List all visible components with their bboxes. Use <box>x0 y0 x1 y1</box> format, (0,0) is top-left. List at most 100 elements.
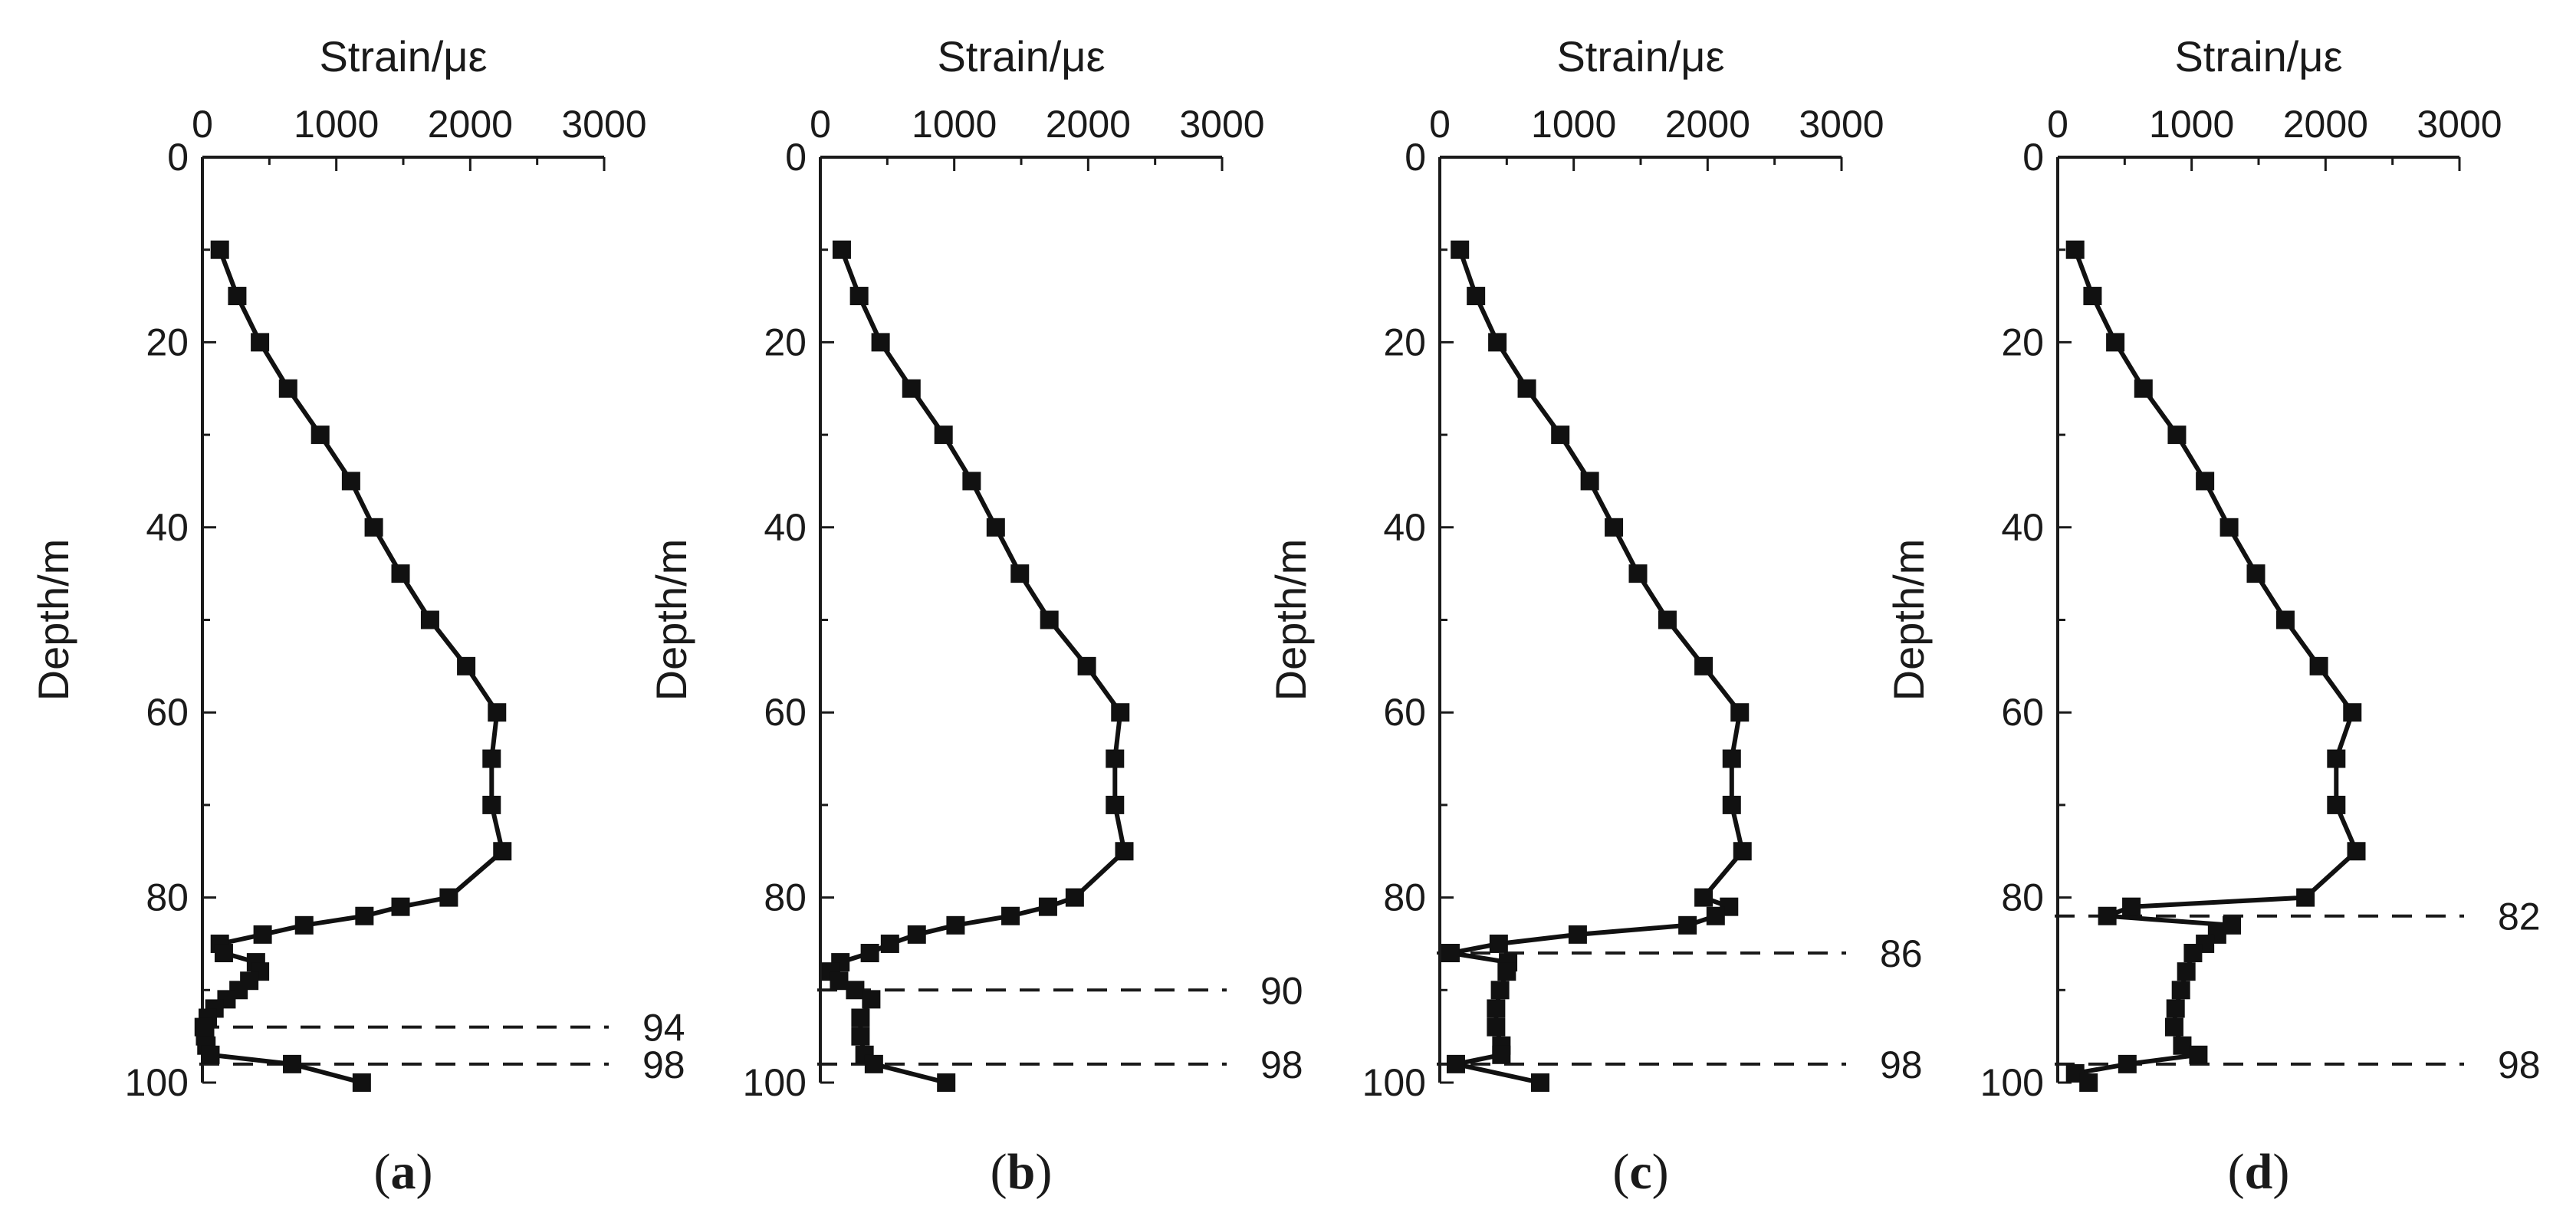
x-tick-label: 2000 <box>1665 103 1750 146</box>
data-point <box>2083 287 2102 306</box>
data-point <box>862 990 881 1009</box>
data-point <box>2220 518 2239 537</box>
data-point <box>907 925 926 944</box>
data-point <box>1111 703 1130 722</box>
data-point <box>1628 564 1648 583</box>
y-tick-label: 60 <box>1383 691 1426 734</box>
data-point <box>1497 962 1516 981</box>
y-tick-label: 60 <box>146 691 189 734</box>
data-point <box>482 749 501 768</box>
y-tick-label: 100 <box>125 1061 189 1104</box>
y-tick-label: 40 <box>146 506 189 549</box>
y-axis-title: Depth/m <box>29 539 77 702</box>
data-point <box>962 472 981 491</box>
data-point <box>986 518 1005 537</box>
x-tick-label: 3000 <box>1179 103 1264 146</box>
data-point <box>1531 1073 1549 1092</box>
data-point <box>352 1073 371 1092</box>
data-point <box>1605 518 1624 537</box>
data-point <box>1722 795 1741 814</box>
data-point <box>851 1027 870 1046</box>
panel-a: 0 1000 2000 3000 0 20 40 60 80 100 Strain/με Depth/… <box>29 32 685 1200</box>
reference-label-98: 98 <box>1880 1043 1923 1086</box>
data-point <box>2309 656 2328 675</box>
data-point <box>228 287 247 306</box>
reference-label-98: 98 <box>642 1043 685 1086</box>
panel-label: (a) <box>374 1144 433 1200</box>
data-point <box>1658 610 1677 629</box>
data-point <box>1730 703 1750 722</box>
data-point <box>1001 906 1020 925</box>
data-point <box>1446 1054 1465 1073</box>
y-axis-title: Depth/m <box>647 539 695 702</box>
data-point <box>2164 1017 2183 1037</box>
data-point <box>2166 999 2185 1018</box>
data-point <box>488 703 507 722</box>
data-point <box>1580 472 1599 491</box>
data-point <box>2098 906 2117 925</box>
data-point <box>391 897 410 916</box>
data-point <box>294 915 314 935</box>
data-point <box>1065 888 1084 907</box>
data-point <box>1678 915 1697 935</box>
data-point <box>2106 333 2125 352</box>
data-point <box>210 240 229 259</box>
data-point <box>946 915 965 935</box>
data-point <box>1467 287 1486 306</box>
data-point <box>2134 379 2153 398</box>
data-point <box>1551 426 1570 445</box>
y-tick-label: 60 <box>764 691 807 734</box>
y-tick-label: 80 <box>146 876 189 919</box>
data-point <box>1106 795 1125 814</box>
data-point <box>1694 888 1714 907</box>
data-point <box>2343 703 2362 722</box>
data-point <box>1077 656 1096 675</box>
data-point <box>902 379 921 398</box>
y-tick-label: 0 <box>2022 136 2044 179</box>
data-point <box>201 1045 220 1064</box>
data-point <box>420 610 439 629</box>
x-tick-label: 3000 <box>2417 103 2502 146</box>
y-tick-label: 80 <box>2001 876 2044 919</box>
x-tick-label: 0 <box>2047 103 2068 146</box>
data-point <box>214 944 233 963</box>
x-axis-title: Strain/με <box>937 32 1105 81</box>
x-tick-label: 0 <box>192 103 213 146</box>
y-axis-title: Depth/m <box>1884 539 1933 702</box>
data-point <box>830 971 849 991</box>
data-point <box>2065 240 2085 259</box>
x-tick-label: 2000 <box>428 103 513 146</box>
data-point <box>1733 842 1752 861</box>
data-point <box>2079 1073 2098 1092</box>
panel-label: (d) <box>2228 1144 2290 1200</box>
y-tick-label: 80 <box>764 876 807 919</box>
x-tick-label: 3000 <box>1799 103 1884 146</box>
data-point <box>2183 944 2203 963</box>
x-axis-title: Strain/με <box>2174 32 2342 81</box>
data-point <box>457 656 476 675</box>
data-point <box>253 925 272 944</box>
data-point <box>493 842 512 861</box>
reference-label-98: 98 <box>1260 1043 1303 1086</box>
data-point <box>1487 1017 1506 1037</box>
data-point <box>2173 1036 2192 1055</box>
data-point <box>1010 564 1030 583</box>
data-point <box>2246 564 2266 583</box>
reference-label-94: 94 <box>642 1007 685 1050</box>
y-tick-label: 40 <box>764 506 807 549</box>
x-axis-title: Strain/με <box>1556 32 1724 81</box>
data-point <box>846 981 865 1000</box>
y-tick-label: 60 <box>2001 691 2044 734</box>
data-point <box>1489 934 1508 953</box>
x-tick-label: 1000 <box>2149 103 2234 146</box>
panel-d: 0 1000 2000 3000 0 20 40 60 80 100 Strain/με Depth/… <box>1884 32 2541 1200</box>
x-tick-label: 1000 <box>294 103 379 146</box>
y-tick-label: 20 <box>146 320 189 363</box>
data-point <box>1451 240 1470 259</box>
data-point <box>832 240 851 259</box>
data-point <box>1488 333 1507 352</box>
x-tick-label: 2000 <box>2283 103 2368 146</box>
x-tick-label: 0 <box>810 103 831 146</box>
y-tick-label: 20 <box>1383 320 1426 363</box>
data-point <box>1517 379 1536 398</box>
